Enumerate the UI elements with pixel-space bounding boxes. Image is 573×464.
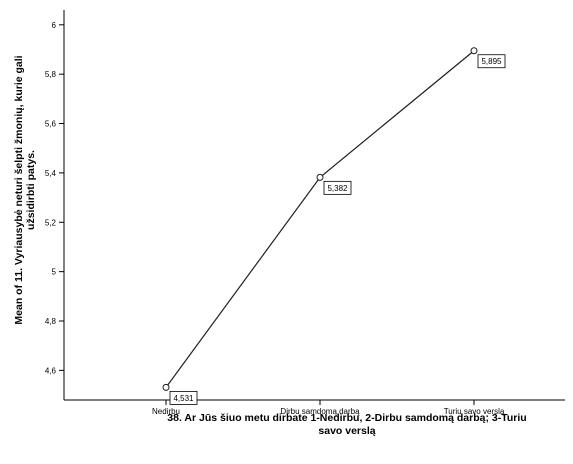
y-tick-label: 5,4 [45, 169, 57, 178]
y-tick-label: 4,8 [45, 317, 57, 326]
y-tick-label: 5,8 [45, 70, 57, 79]
x-axis-title-line-2: savo verslą [318, 425, 375, 437]
y-tick-label: 5,2 [45, 218, 57, 227]
y-tick-label: 5,6 [45, 120, 57, 129]
y-axis-title-line-2: užsidirbti patys. [25, 150, 37, 230]
y-ticks: 4,6 4,8 5 5,2 5,4 5,6 5,8 6 [45, 21, 64, 375]
x-axis-title-line-1: 38. Ar Jūs šiuo metu dirbate 1-Nedirbu, … [167, 412, 526, 424]
data-label: 5,895 [477, 54, 506, 69]
data-label: 5,382 [323, 180, 352, 195]
y-tick-label: 5 [52, 268, 57, 277]
data-point [162, 383, 170, 391]
y-axis-title-line-1: Mean of 11. Vyriausybė neturi šelpti žmo… [13, 55, 25, 324]
data-label-box [323, 180, 352, 195]
y-tick-label: 4,6 [45, 366, 57, 375]
x-tick-label: Turiu savo verslą [444, 407, 505, 416]
data-points [162, 47, 478, 391]
data-label-box [169, 391, 198, 405]
data-label: 4,531 [169, 391, 198, 405]
data-label-text: 5,895 [481, 57, 502, 66]
data-labels: 4,531 5,382 5,895 [169, 54, 506, 405]
data-point [470, 47, 478, 55]
data-label-text: 5,382 [327, 184, 348, 193]
x-tick-label: Nedirbu [152, 407, 180, 416]
x-tick-label: Dirbu samdomą darbą [280, 407, 360, 416]
x-ticks: Nedirbu Dirbu samdomą darbą Turiu savo ver… [152, 400, 505, 416]
data-point [316, 173, 324, 181]
y-tick-label: 6 [52, 21, 57, 30]
data-label-box [477, 54, 506, 69]
data-label-text: 4,531 [173, 394, 194, 403]
